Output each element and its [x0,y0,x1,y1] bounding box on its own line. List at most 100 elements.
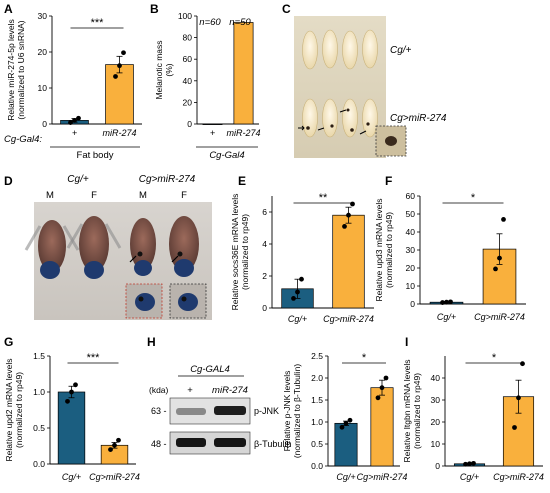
panel-e-data-point [350,201,355,207]
panel-e-data-point [346,212,351,218]
panel-letter-i: I [405,335,408,349]
panel-b-ytick-label: 80 [183,33,193,43]
fly-inset-left [125,283,163,319]
panel-f-ytick-label: 60 [406,191,416,201]
panel-a-ytick-label: 10 [38,83,48,93]
panel-a-ytick-label: 0 [42,119,47,129]
panel-g-category-label: Cg/+ [62,472,81,482]
panel-b-ytick-label: 60 [183,54,193,64]
panel-e-category-label: Cg>miR-274 [323,314,374,324]
panel-h-bar [334,422,358,467]
panel-a-data-point [72,118,77,123]
panel-f-data-point [444,299,449,305]
panel-a-data-point [76,115,81,121]
panel-f-ytick-label: 30 [406,245,416,255]
blot-pjnk [169,397,251,425]
panel-g-ytick-label: 1.0 [33,387,45,397]
panel-g-data-point [116,437,121,443]
panel-a-data-point [68,120,73,125]
larvae-arrows [298,109,367,135]
panel-g-ylabel: (normalized to rp49) [14,372,24,448]
panel-letter-f: F [385,174,392,188]
panel-e-category-label: Cg/+ [288,314,307,324]
panel-i-category-label: Cg/+ [460,472,479,482]
blot-header: Cg-GAL4 [190,364,230,375]
panel-e-data-point [291,296,296,301]
panel-d-sex-m-2: M [139,190,147,201]
panel-letter-c: C [282,2,291,16]
panel-d-photo [24,202,212,320]
panel-e-ytick-label: 4 [262,239,267,249]
panel-i-data-point [520,361,525,367]
panel-h-data-point [375,395,381,401]
panel-f-ylabel: Relative upd3 mRNA levels [374,199,384,302]
panel-c-photo [294,16,407,158]
panel-b-category-label: + [210,128,215,138]
panel-g-bar [57,391,86,465]
panel-letter-b: B [150,2,159,16]
panel-a-significance: *** [91,17,105,29]
panel-b-bar [202,123,223,125]
panel-i-data-point [516,395,521,401]
larvae-inset [375,125,407,157]
panel-h-data-point [339,424,345,430]
panel-i-data-point [512,425,517,430]
chart-g: 0.0 0.5 1.0 1.5 Relative upd2 mRNA levels (no… [4,351,140,482]
panel-i-significance: * [492,352,497,364]
panel-i-data-point [471,460,476,466]
panel-f-data-point [497,255,502,261]
panel-f-data-point [501,217,506,222]
panel-f-ylabel: (normalized to rp49) [384,212,394,288]
panel-e-ytick-label: 0 [262,303,267,313]
panel-e-ytick-label: 6 [262,207,267,217]
panel-f-category-label: Cg>miR-274 [474,312,525,322]
panel-h-significance: * [362,352,367,364]
panel-h-ytick-label: 1.0 [311,417,323,427]
panel-h-data-point [347,417,353,423]
panel-i-category-label: Cg>miR-274 [493,472,544,482]
panel-b-ylabel: (%) [164,63,174,76]
panel-g-data-point [65,398,70,404]
fly-inset-right [169,283,207,319]
panel-a-data-point [113,74,118,79]
chart-i: 0 10 20 30 40 Relative Itgbn mRNA levels (norm… [402,356,544,482]
panel-e-bar [332,214,365,309]
panel-b-n-label-2: n=50 [229,17,251,28]
panel-h-bar [370,387,394,467]
panel-a-data-point [121,50,126,56]
panel-b-bar [233,22,254,125]
panel-letter-h: H [147,335,156,349]
panel-letter-a: A [4,2,13,16]
panel-e-ytick-label: 2 [262,271,267,281]
panel-a-bar [105,64,134,125]
panel-g-ylabel: Relative upd2 mRNA levels [4,359,14,462]
panel-g-ytick-label: 0.5 [33,423,45,433]
panel-h-category-label: Cg/+ [336,472,355,482]
panel-c-label-top: Cg/+ [390,45,412,56]
panel-e-ylabel: Relative socs36E mRNA levels [230,194,240,311]
fly-mir274-male [130,218,156,276]
panel-h-data-point [379,385,385,391]
panel-h-data-point [343,420,349,426]
panel-h-data-point [383,375,389,381]
panel-h-category-label: Cg>miR-274 [357,472,408,482]
panel-d-group-left: Cg/+ [67,174,89,185]
chart-b: 0 20 40 60 80 100 Melanotic mass (%) + miR-274 [154,11,261,138]
panel-g-data-point [112,442,117,448]
panel-e-significance: ** [319,192,328,204]
panel-b-ytick-label: 40 [183,76,193,86]
panel-i-ytick-label: 40 [431,373,441,383]
panel-f-ytick-label: 40 [406,227,416,237]
larvae-row-mir274 [302,98,378,138]
blot-band-tubulin: β-Tubulin [254,439,291,449]
blot-marker-63: 63 - [151,406,167,416]
panel-b-ytick-label: 100 [178,11,192,21]
panel-a-group-label: Cg-Gal4: [4,134,42,145]
panel-f-ytick-label: 20 [406,263,416,273]
panel-b-group-label: Cg-Gal4 [209,150,244,161]
panel-h-ylabel: Relative p-JNK levels [282,371,292,452]
panel-a-ytick-label: 30 [38,11,48,21]
panel-i-ytick-label: 10 [431,439,441,449]
panel-i-ylabel: Relative Itgbn mRNA levels [402,360,412,463]
